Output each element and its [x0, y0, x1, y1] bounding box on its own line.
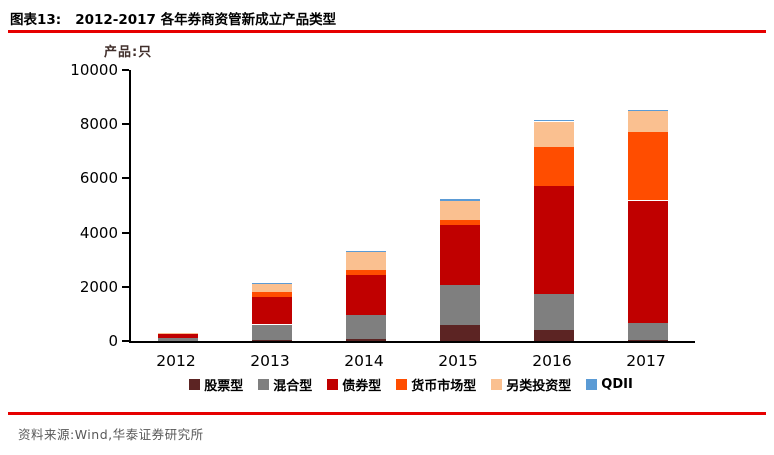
y-tick-mark: [122, 69, 129, 71]
y-tick-mark: [122, 285, 129, 288]
legend-label: 货币市场型: [411, 379, 477, 394]
legend-swatch-icon: [327, 379, 339, 390]
y-tick-label: 10000: [70, 61, 118, 79]
y-tick-mark: [122, 177, 129, 180]
legend-item-混合型: 混合型: [258, 375, 312, 394]
x-tick-label-2016: 2016: [532, 352, 572, 370]
legend-swatch-icon: [491, 379, 503, 390]
bar-segment-2013-另类投资型: [252, 284, 292, 292]
bar-segment-2017-股票型: [628, 340, 668, 341]
plot-area: [122, 69, 695, 343]
bar-segment-2016-货币市场型: [534, 147, 574, 186]
x-tick-label-2015: 2015: [438, 352, 478, 370]
x-tick-label-2013: 2013: [250, 352, 290, 370]
legend: 股票型 混合型 债券型 货币市场型 另类投资型 QDII: [129, 375, 693, 394]
y-tick-label: 2000: [79, 277, 118, 296]
bar-segment-2015-股票型: [440, 325, 480, 341]
legend-label: 债券型: [342, 379, 382, 394]
bar-segment-2014-QDII: [346, 251, 386, 252]
figure-title: 2012-2017 各年券商资管新成立产品类型: [75, 12, 337, 28]
bar-segment-2015-债券型: [440, 225, 480, 285]
bar-segment-2013-混合型: [252, 325, 292, 340]
bar-segment-2017-另类投资型: [628, 111, 668, 132]
figure-header: 图表13: 2012-2017 各年券商资管新成立产品类型: [10, 8, 336, 28]
bar-segment-2014-债券型: [346, 275, 386, 315]
bar-segment-2015-货币市场型: [440, 220, 480, 225]
bar-segment-2017-货币市场型: [628, 132, 668, 200]
bar-segment-2016-股票型: [534, 330, 574, 341]
bar-segment-2014-另类投资型: [346, 252, 386, 270]
y-axis-unit-label: 产品:只: [104, 45, 153, 60]
bar-segment-2016-债券型: [534, 186, 574, 294]
bar-segment-2017-混合型: [628, 322, 668, 340]
bar-segment-2013-股票型: [252, 340, 292, 341]
bar-segment-2016-QDII: [534, 120, 574, 121]
bar-segment-2015-QDII: [440, 199, 480, 201]
source-note: 资料来源:Wind,华泰证券研究所: [18, 427, 204, 442]
legend-label: QDII: [601, 377, 633, 392]
bar-segment-2013-债券型: [252, 297, 292, 324]
legend-item-QDII: QDII: [586, 377, 633, 392]
bar-segment-2012-债券型: [158, 334, 198, 338]
y-tick-mark: [122, 123, 129, 126]
figure-label: 图表13:: [10, 12, 62, 28]
x-tick-label-2012: 2012: [156, 352, 196, 370]
y-tick-mark: [122, 340, 129, 342]
bar-segment-2013-货币市场型: [252, 292, 292, 297]
bar-segment-2017-债券型: [628, 201, 668, 323]
legend-item-股票型: 股票型: [189, 375, 243, 394]
bar-segment-2016-另类投资型: [534, 122, 574, 147]
bar-segment-2017-QDII: [628, 110, 668, 111]
footer-divider-rule: [8, 412, 766, 415]
x-tick-label-2014: 2014: [344, 352, 384, 370]
bar-segment-2012-另类投资型: [158, 333, 198, 334]
header-divider-rule: [8, 30, 766, 33]
legend-swatch-icon: [258, 379, 270, 390]
legend-swatch-icon: [189, 379, 201, 390]
bar-segment-2013-QDII: [252, 283, 292, 284]
bar-segment-2016-混合型: [534, 293, 574, 330]
legend-label: 另类投资型: [506, 379, 572, 394]
bar-segment-2015-混合型: [440, 284, 480, 325]
y-tick-label: 6000: [79, 169, 118, 188]
legend-swatch-icon: [396, 379, 408, 390]
y-tick-label: 8000: [79, 115, 118, 134]
bar-segment-2014-混合型: [346, 315, 386, 339]
bar-segment-2012-混合型: [158, 338, 198, 341]
y-tick-label: 0: [108, 332, 118, 350]
x-tick-label-2017: 2017: [626, 352, 666, 370]
bar-segment-2014-货币市场型: [346, 270, 386, 275]
y-tick-mark: [122, 231, 129, 234]
bar-segment-2014-股票型: [346, 339, 386, 341]
legend-item-债券型: 债券型: [327, 375, 381, 394]
legend-label: 混合型: [273, 379, 313, 394]
bar-segment-2015-另类投资型: [440, 201, 480, 220]
legend-item-货币市场型: 货币市场型: [396, 375, 476, 394]
y-tick-label: 4000: [79, 223, 118, 242]
legend-label: 股票型: [204, 379, 244, 394]
legend-item-另类投资型: 另类投资型: [491, 375, 571, 394]
legend-swatch-icon: [586, 379, 598, 390]
